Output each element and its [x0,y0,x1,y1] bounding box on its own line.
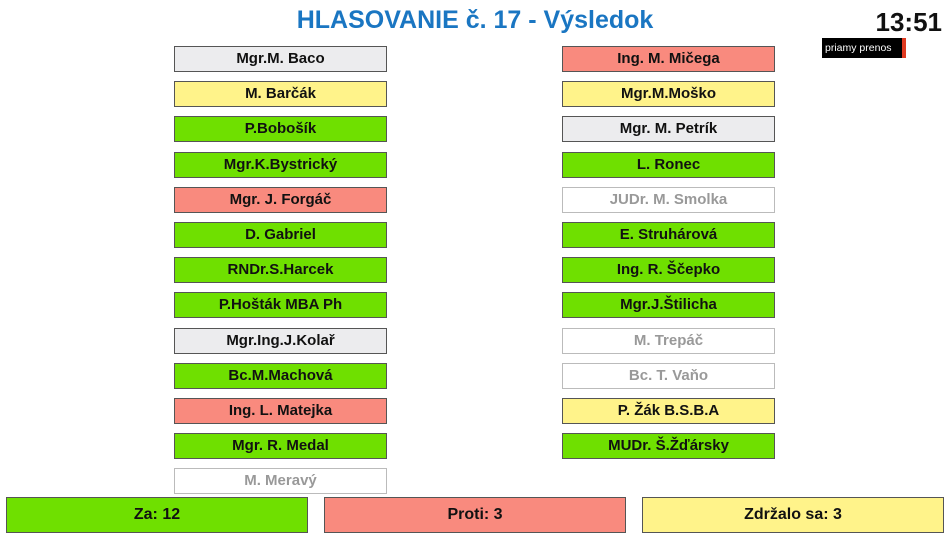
voter-za: P.Bobošík [174,116,387,143]
summary-zdrzal: Zdržalo sa: 3 [642,497,944,533]
page-title: HLASOVANIE č. 17 - Výsledok [296,6,654,34]
voter-nepritomny: JUDr. M. Smolka [562,186,775,213]
voter-proti: Ing. M. Mičega [562,46,775,72]
voter-proti: Mgr. J. Forgáč [174,186,387,213]
voter-za: L. Ronec [562,151,775,178]
voter-za: D. Gabriel [174,222,387,248]
voter-za: Bc.M.Machová [174,362,387,389]
voter-nehlas: Mgr.Ing.J.Kolař [174,327,387,354]
voter-za: Mgr.J.Štilicha [562,292,775,319]
summary-za: Za: 12 [6,497,308,533]
live-badge: priamy prenos [822,38,906,58]
voter-nehlas: Mgr. M. Petrík [562,116,775,143]
voter-za: Mgr. R. Medal [174,433,387,460]
voter-zdrzal: M. Barčák [174,81,387,108]
voter-za: Mgr.K.Bystrický [174,151,387,178]
summary-proti: Proti: 3 [324,497,626,533]
voter-zdrzal: P. Žák B.S.B.A [562,398,775,424]
clock: 13:51 [875,7,943,37]
voter-za: MUDr. Š.Žďársky [562,433,775,460]
voter-proti: Ing. L. Matejka [174,398,387,424]
voter-za: Ing. R. Ščepko [562,257,775,284]
voter-nehlas: Mgr.M. Baco [174,46,387,72]
voter-za: RNDr.S.Harcek [174,257,387,284]
voter-nepritomny: M. Trepáč [562,327,775,354]
voter-nepritomny: M. Meravý [174,468,387,495]
voter-nepritomny: Bc. T. Vaňo [562,362,775,389]
voter-za: E. Struhárová [562,222,775,248]
voter-za: P.Hošták MBA Ph [174,292,387,319]
voter-zdrzal: Mgr.M.Moško [562,81,775,108]
